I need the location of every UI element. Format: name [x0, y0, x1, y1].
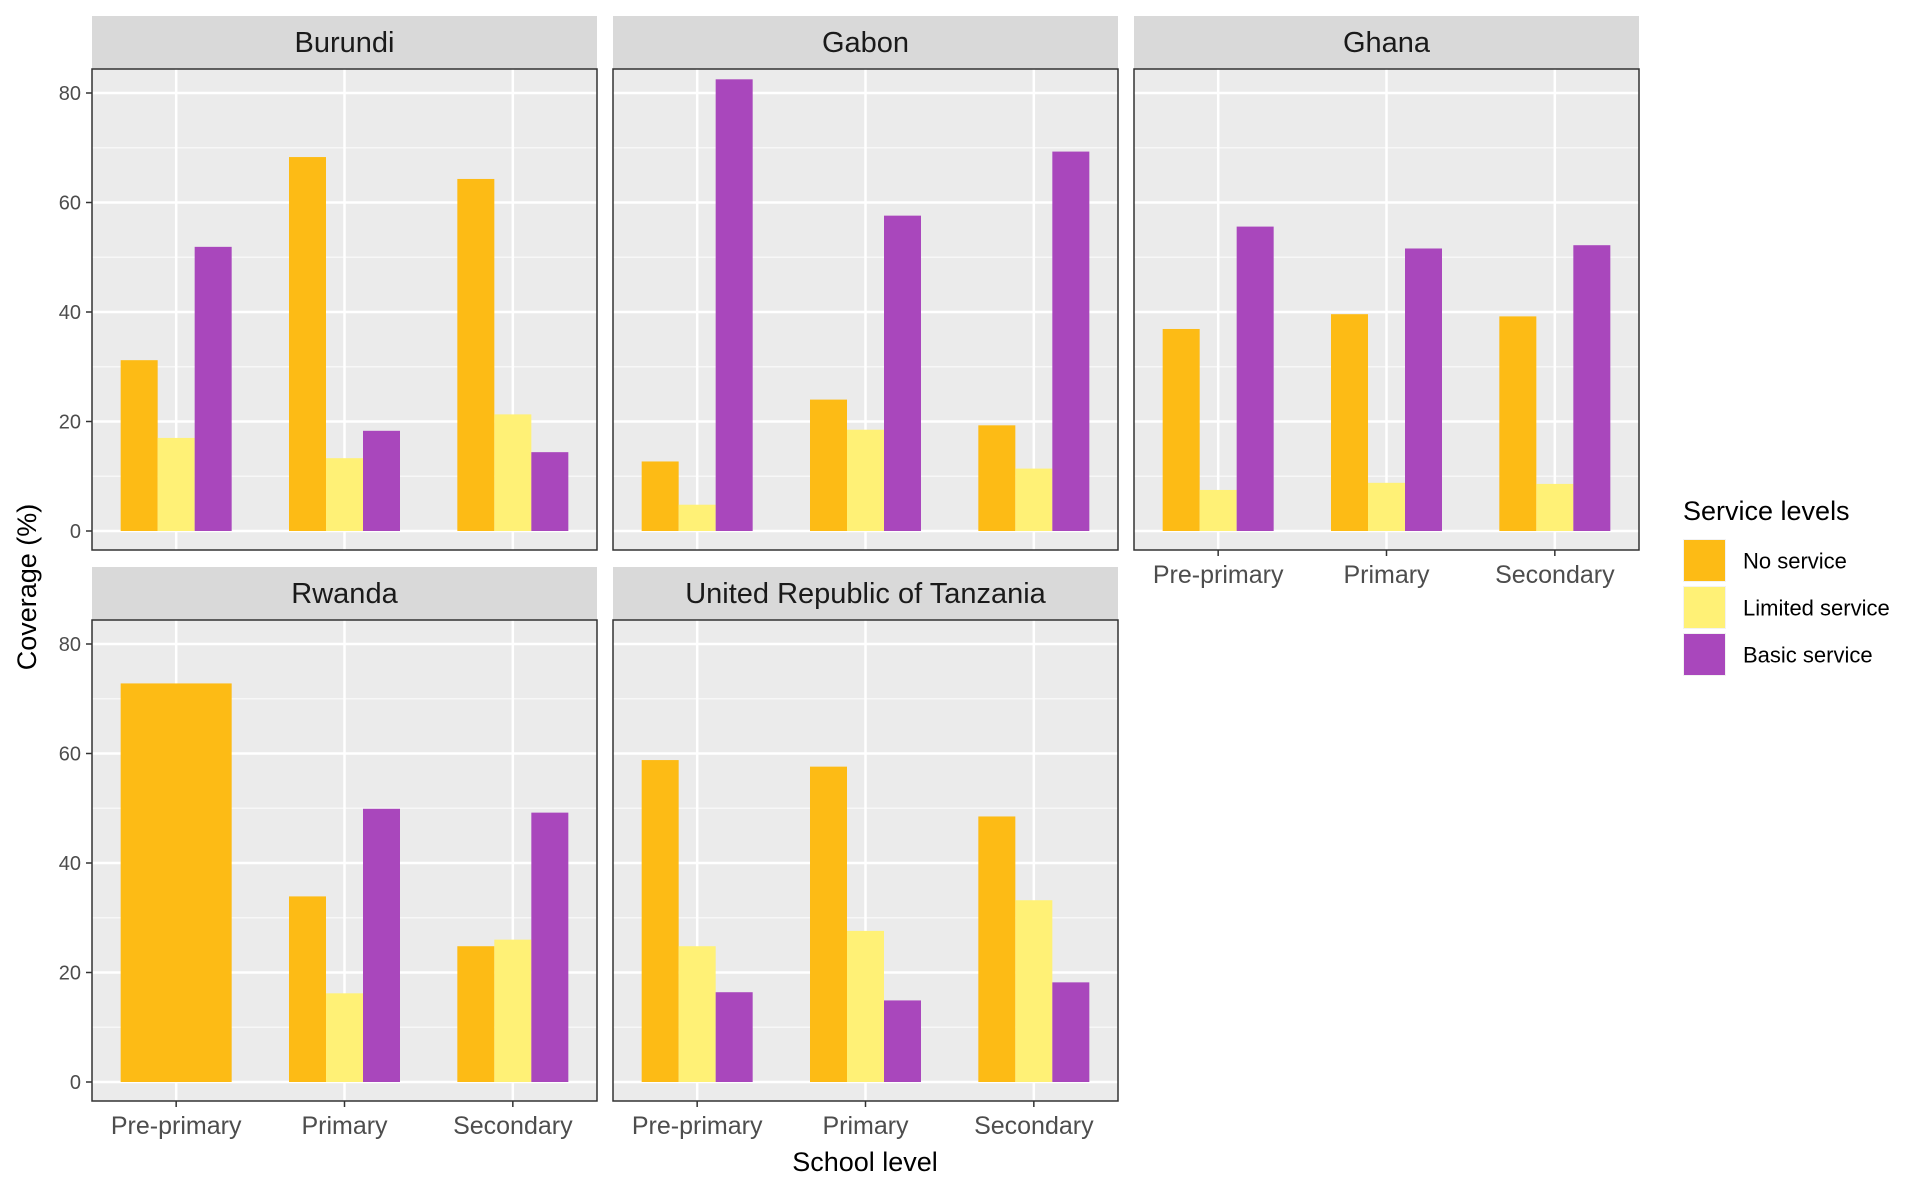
bar-ghana-secondary-no-service: [1499, 316, 1537, 531]
bar-united-republic-of-tanzania-secondary-no-service: [978, 816, 1016, 1082]
bar-rwanda-primary-no-service: [289, 896, 326, 1082]
y-tick-label: 20: [59, 963, 81, 985]
panel-title-burundi: Burundi: [295, 27, 395, 59]
x-tick-label-secondary: Secondary: [453, 1112, 573, 1140]
bar-ghana-pre-primary-no-service: [1162, 328, 1200, 531]
x-tick-label-secondary: Secondary: [974, 1112, 1094, 1140]
panel-title-gabon: Gabon: [822, 27, 909, 59]
bar-rwanda-secondary-no-service: [457, 946, 495, 1082]
bar-burundi-primary-limited-service: [326, 458, 363, 531]
bar-ghana-pre-primary-basic-service: [1236, 226, 1274, 531]
bar-gabon-secondary-no-service: [978, 425, 1016, 531]
y-tick-label: 80: [59, 634, 81, 656]
legend-swatch-basic-service: [1684, 634, 1725, 675]
bar-burundi-secondary-limited-service: [494, 414, 532, 531]
bar-burundi-pre-primary-basic-service: [194, 246, 232, 531]
y-tick-label: 20: [59, 412, 81, 434]
bar-ghana-secondary-basic-service: [1573, 245, 1611, 531]
panel-strip-rwanda: [92, 567, 597, 620]
legend-swatch-no-service: [1684, 540, 1725, 581]
legend-swatch-limited-service: [1684, 587, 1725, 628]
panel-border-gabon: [612, 68, 1119, 551]
bar-united-republic-of-tanzania-secondary-basic-service: [1052, 982, 1090, 1082]
bar-ghana-primary-basic-service: [1405, 248, 1442, 532]
y-tick-label: 40: [59, 302, 81, 324]
legend-label-basic-service: Basic service: [1743, 643, 1873, 668]
bar-gabon-pre-primary-limited-service: [678, 504, 716, 531]
legend-label-no-service: No service: [1743, 549, 1847, 574]
panel-strip-burundi: [92, 16, 597, 69]
bar-gabon-pre-primary-no-service: [641, 461, 679, 531]
panel-title-ghana: Ghana: [1343, 27, 1431, 59]
panels-layer: Burundi 0 20 40 60 80 Gabon Ghana Pre-primary Pri…: [59, 16, 1640, 1140]
y-tick-label: 80: [59, 83, 81, 105]
bar-gabon-primary-no-service: [810, 399, 847, 531]
x-tick-label-primary: Primary: [822, 1112, 909, 1140]
panel-strip-gabon: [613, 16, 1118, 69]
y-tick-label: 0: [70, 1072, 81, 1094]
panel-strip-united-republic-of-tanzania: [613, 567, 1118, 620]
x-tick-label-pre-primary: Pre-primary: [1153, 561, 1284, 589]
bar-burundi-secondary-no-service: [457, 178, 495, 531]
bar-burundi-secondary-basic-service: [531, 452, 569, 531]
legend-title: Service levels: [1683, 496, 1850, 526]
y-tick-label: 0: [70, 521, 81, 543]
bar-rwanda-primary-limited-service: [326, 993, 363, 1082]
bar-gabon-secondary-limited-service: [1015, 468, 1053, 531]
x-axis-title: School level: [792, 1147, 938, 1177]
y-axis-title: Coverage (%): [12, 504, 42, 671]
bar-united-republic-of-tanzania-secondary-limited-service: [1015, 900, 1053, 1082]
bar-rwanda-secondary-limited-service: [494, 939, 532, 1082]
x-tick-label-primary: Primary: [1343, 561, 1430, 589]
bar-burundi-primary-basic-service: [363, 430, 400, 531]
bar-united-republic-of-tanzania-primary-no-service: [810, 766, 847, 1082]
x-tick-label-secondary: Secondary: [1495, 561, 1615, 589]
bar-rwanda-secondary-basic-service: [531, 812, 569, 1082]
bar-burundi-primary-no-service: [289, 157, 326, 531]
bar-ghana-primary-no-service: [1331, 314, 1368, 531]
legend-label-limited-service: Limited service: [1743, 596, 1890, 621]
panel-title-united-republic-of-tanzania: United Republic of Tanzania: [685, 578, 1046, 610]
x-tick-label-pre-primary: Pre-primary: [632, 1112, 763, 1140]
y-tick-label: 60: [59, 744, 81, 766]
bar-united-republic-of-tanzania-pre-primary-basic-service: [715, 992, 753, 1082]
bar-ghana-primary-limited-service: [1368, 482, 1405, 531]
bar-united-republic-of-tanzania-primary-limited-service: [847, 930, 884, 1082]
panel-border-burundi: [91, 68, 598, 551]
bar-burundi-pre-primary-limited-service: [157, 437, 195, 531]
x-tick-label-primary: Primary: [301, 1112, 388, 1140]
bar-gabon-primary-limited-service: [847, 429, 884, 531]
bar-ghana-pre-primary-limited-service: [1199, 489, 1237, 531]
bar-gabon-primary-basic-service: [884, 215, 921, 531]
bar-burundi-pre-primary-no-service: [120, 360, 158, 531]
bar-gabon-pre-primary-basic-service: [715, 79, 753, 531]
bar-united-republic-of-tanzania-pre-primary-no-service: [641, 760, 679, 1082]
bar-united-republic-of-tanzania-pre-primary-limited-service: [678, 946, 716, 1082]
panel-strip-ghana: [1134, 16, 1639, 69]
y-tick-label: 60: [59, 193, 81, 215]
bar-rwanda-primary-basic-service: [363, 808, 400, 1082]
bar-ghana-secondary-limited-service: [1536, 483, 1574, 531]
x-tick-label-pre-primary: Pre-primary: [111, 1112, 242, 1140]
panel-title-rwanda: Rwanda: [291, 578, 398, 610]
bar-rwanda-pre-primary-no-service: [120, 683, 232, 1082]
legend: Service levels No service Limited service…: [1683, 496, 1890, 676]
y-tick-label: 40: [59, 853, 81, 875]
bar-gabon-secondary-basic-service: [1052, 151, 1090, 531]
bar-united-republic-of-tanzania-primary-basic-service: [884, 1000, 921, 1082]
